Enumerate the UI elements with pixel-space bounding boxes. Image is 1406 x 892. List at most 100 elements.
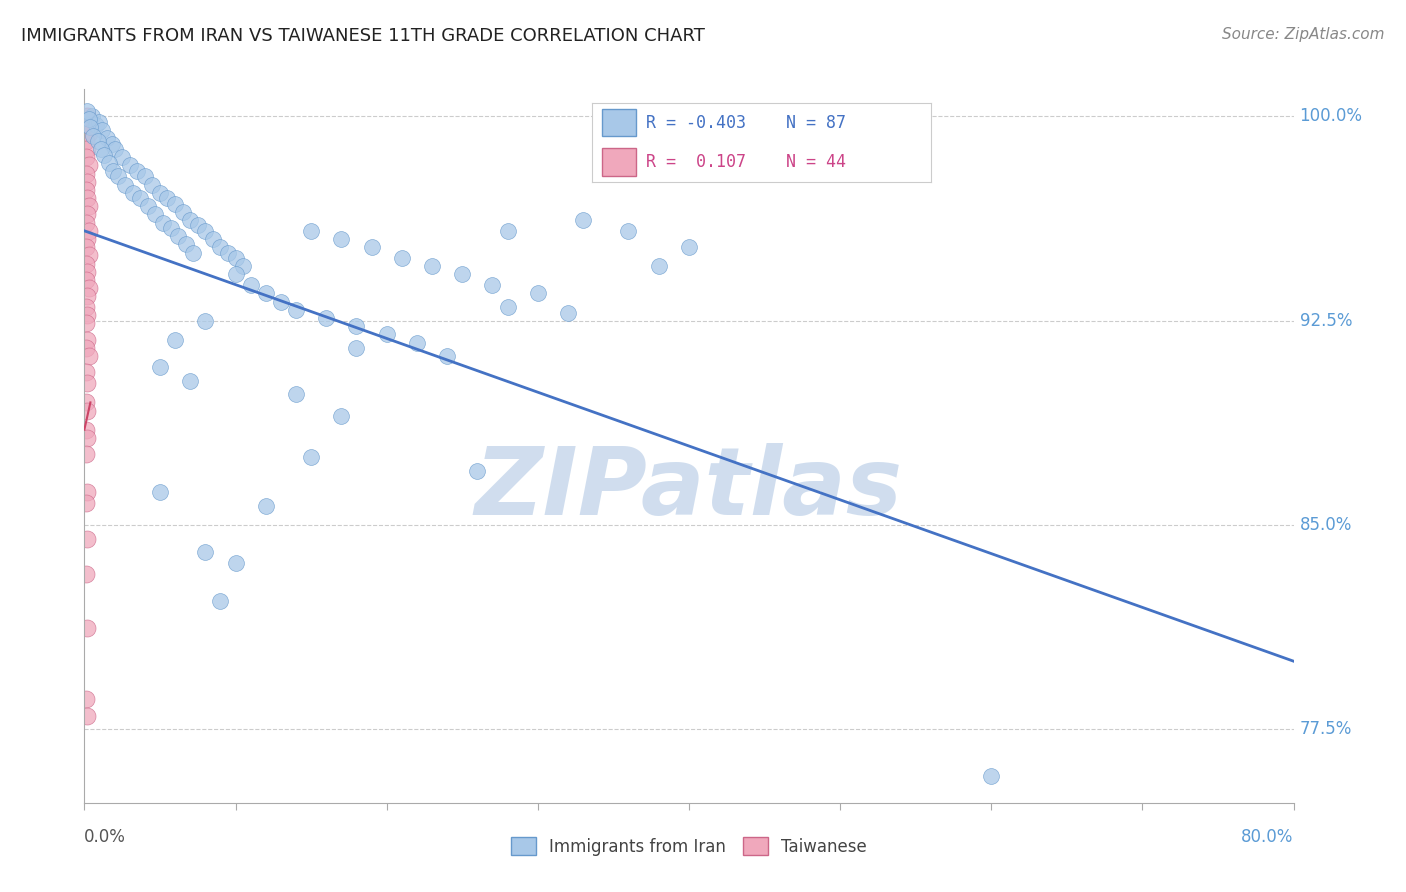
Point [299, 450, 322, 464]
Point [209, 594, 232, 608]
Point [451, 268, 474, 282]
Point [270, 294, 292, 309]
Point [75, 240, 97, 254]
Point [172, 204, 194, 219]
Point [76, 110, 98, 124]
Point [77, 349, 100, 363]
Point [225, 556, 247, 570]
Point [75, 447, 97, 461]
Text: Source: ZipAtlas.com: Source: ZipAtlas.com [1222, 27, 1385, 42]
Point [75, 118, 97, 132]
Point [360, 240, 382, 254]
Point [75, 341, 97, 355]
Point [77, 248, 100, 262]
Point [76, 265, 98, 279]
Point [149, 359, 172, 374]
Point [181, 245, 204, 260]
Point [75, 567, 97, 582]
Point [76, 175, 98, 189]
Point [617, 224, 640, 238]
Point [225, 251, 247, 265]
Point [80, 110, 103, 124]
Point [647, 259, 671, 273]
Point [76, 485, 98, 500]
Point [76, 333, 98, 347]
Point [557, 305, 579, 319]
Point [174, 237, 197, 252]
Point [330, 232, 353, 246]
Point [134, 169, 156, 184]
Point [284, 302, 308, 317]
Point [149, 485, 172, 500]
Legend: Immigrants from Iran, Taiwanese: Immigrants from Iran, Taiwanese [505, 830, 873, 863]
Point [375, 327, 398, 342]
Point [76, 708, 98, 723]
Point [194, 545, 217, 559]
Point [315, 310, 337, 325]
Point [129, 191, 152, 205]
Point [76, 207, 98, 221]
Text: 92.5%: 92.5% [1299, 311, 1353, 330]
Point [330, 409, 353, 423]
Point [75, 216, 97, 230]
Point [167, 229, 190, 244]
Point [75, 300, 97, 314]
Point [75, 423, 97, 437]
Point [159, 221, 181, 235]
Point [76, 532, 98, 546]
Point [406, 335, 429, 350]
Point [496, 224, 519, 238]
Point [254, 499, 277, 513]
Point [75, 150, 97, 164]
Point [101, 164, 124, 178]
Point [254, 286, 277, 301]
Point [187, 219, 209, 233]
Point [121, 186, 143, 200]
Point [77, 224, 100, 238]
Point [420, 259, 443, 273]
Point [86, 118, 108, 132]
Point [496, 300, 519, 314]
Point [77, 126, 100, 140]
Point [91, 123, 114, 137]
Point [436, 349, 458, 363]
Point [76, 103, 98, 118]
Point [75, 692, 97, 706]
Point [179, 374, 201, 388]
Point [284, 387, 308, 401]
Point [114, 178, 136, 192]
Text: IMMIGRANTS FROM IRAN VS TAIWANESE 11TH GRADE CORRELATION CHART: IMMIGRANTS FROM IRAN VS TAIWANESE 11TH G… [21, 27, 704, 45]
Point [467, 463, 489, 477]
Point [163, 333, 186, 347]
Text: 0.0%: 0.0% [84, 828, 127, 846]
Point [104, 142, 127, 156]
Point [75, 366, 97, 380]
Point [76, 403, 98, 417]
Point [209, 240, 232, 254]
Point [678, 240, 700, 254]
Point [239, 278, 262, 293]
Point [141, 178, 163, 192]
Point [111, 150, 134, 164]
Point [76, 142, 98, 156]
Point [75, 183, 97, 197]
Point [136, 199, 159, 213]
Point [75, 496, 97, 510]
Point [149, 186, 172, 200]
Point [87, 134, 110, 148]
Point [100, 136, 122, 151]
Point [93, 147, 115, 161]
Point [107, 169, 129, 184]
Point [97, 155, 120, 169]
Text: ZIPatlas: ZIPatlas [475, 442, 903, 535]
Text: 100.0%: 100.0% [1299, 107, 1362, 126]
Point [77, 158, 100, 172]
Point [232, 259, 254, 273]
Point [76, 431, 98, 445]
Point [391, 251, 413, 265]
Point [77, 199, 100, 213]
Point [76, 376, 98, 391]
Point [163, 196, 186, 211]
Point [79, 120, 101, 135]
Text: 77.5%: 77.5% [1299, 720, 1353, 739]
